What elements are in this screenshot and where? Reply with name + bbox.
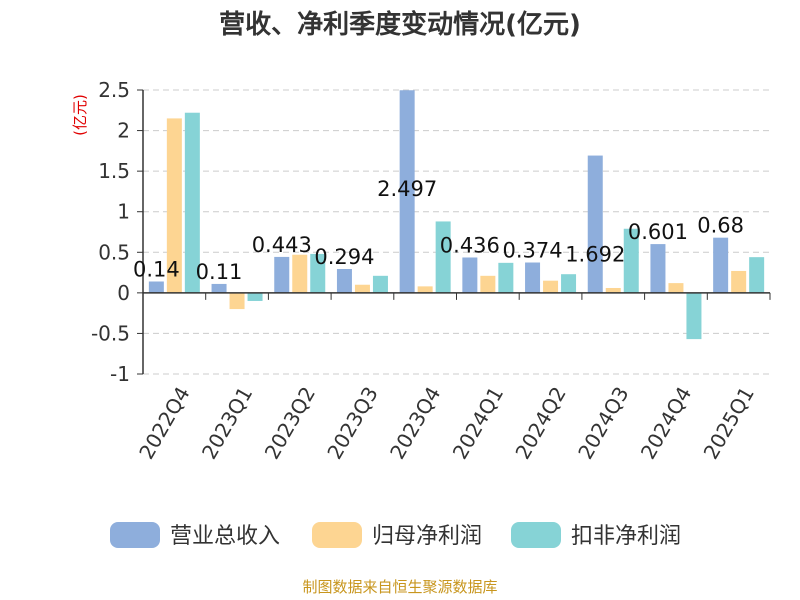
bar-series1 [543,280,559,293]
bar-series1 [292,254,308,293]
x-tick-label: 2024Q3 [573,383,633,464]
bar-series1 [166,118,182,293]
y-tick-label: 2 [117,119,130,143]
bar-series0 [148,281,164,293]
y-tick-label: -0.5 [91,321,130,345]
data-label: 0.68 [697,214,744,238]
y-tick-label: 1.5 [98,159,130,183]
x-tick-label: 2023Q1 [197,383,257,464]
bar-series1 [354,284,370,293]
bar-series2 [498,262,514,293]
data-label: 0.601 [628,220,688,244]
bar-series2 [435,221,451,293]
bar-series2 [372,275,388,293]
y-tick-label: 2.5 [98,78,130,102]
bar-series0 [525,262,541,293]
data-label: 0.14 [133,257,180,281]
x-tick-label: 2023Q2 [260,383,320,464]
y-axis-unit-label: (亿元) [71,94,89,136]
data-label: 0.294 [314,245,374,269]
y-tick-label: 0 [117,281,130,305]
x-tick-label: 2025Q1 [699,383,759,464]
bar-series0 [462,257,478,293]
bar-series1 [417,286,433,293]
data-label: 1.692 [565,243,625,267]
data-source-note: 制图数据来自恒生聚源数据库 [302,578,497,596]
x-tick-label: 2024Q2 [510,383,570,464]
data-label: 0.436 [440,233,500,257]
bar-series2 [623,228,639,293]
bar-series0 [211,283,227,293]
legend-swatch [312,522,362,548]
data-label: 0.11 [196,260,243,284]
y-tick-label: -1 [110,362,130,386]
bars-group [148,90,765,340]
bar-series2 [686,292,702,340]
data-label: 0.374 [502,239,562,263]
chart-title: 营收、净利季度变动情况(亿元) [219,9,581,40]
data-label: 0.443 [252,233,312,257]
legend-swatch [110,522,160,548]
bar-series1 [731,270,747,293]
bar-series1 [605,287,621,293]
bar-series2 [749,257,765,293]
legend-label: 归母净利润 [372,524,482,549]
bar-series1 [480,275,496,293]
x-tick-label: 2023Q4 [385,383,445,464]
x-tick-label: 2022Q4 [134,383,194,464]
x-tick-label: 2023Q3 [322,383,382,464]
data-label: 2.497 [377,177,437,201]
x-tick-label: 2024Q1 [448,382,508,463]
bar-series0 [650,244,666,293]
bar-series1 [229,292,245,310]
x-tick-label: 2024Q4 [636,383,696,464]
y-tick-label: 1 [117,200,130,224]
legend: 营业总收入 归母净利润 扣非净利润 [110,522,681,549]
bar-series0 [587,155,603,293]
legend-label: 扣非净利润 [571,524,681,549]
bar-series2 [561,274,577,293]
bar-series0 [336,269,352,293]
bar-series2 [184,112,200,293]
legend-swatch [511,522,561,548]
bar-series2 [247,292,263,301]
bar-series1 [668,283,684,293]
grid-lines [143,89,770,375]
bar-series0 [274,256,290,293]
bar-series0 [713,237,729,293]
bar-series0 [399,90,415,293]
y-tick-label: 0.5 [98,240,130,264]
bar-series2 [310,253,326,293]
legend-label: 营业总收入 [170,524,280,549]
